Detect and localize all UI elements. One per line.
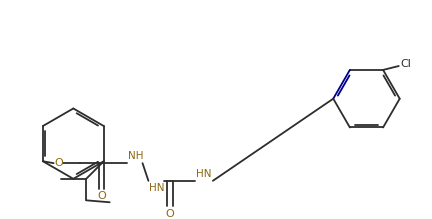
Text: O: O xyxy=(165,209,174,219)
Text: Cl: Cl xyxy=(400,59,411,69)
Text: O: O xyxy=(54,158,63,168)
Text: NH: NH xyxy=(128,151,143,161)
Text: HN: HN xyxy=(149,183,165,193)
Text: HN: HN xyxy=(197,169,212,179)
Text: O: O xyxy=(97,191,106,201)
